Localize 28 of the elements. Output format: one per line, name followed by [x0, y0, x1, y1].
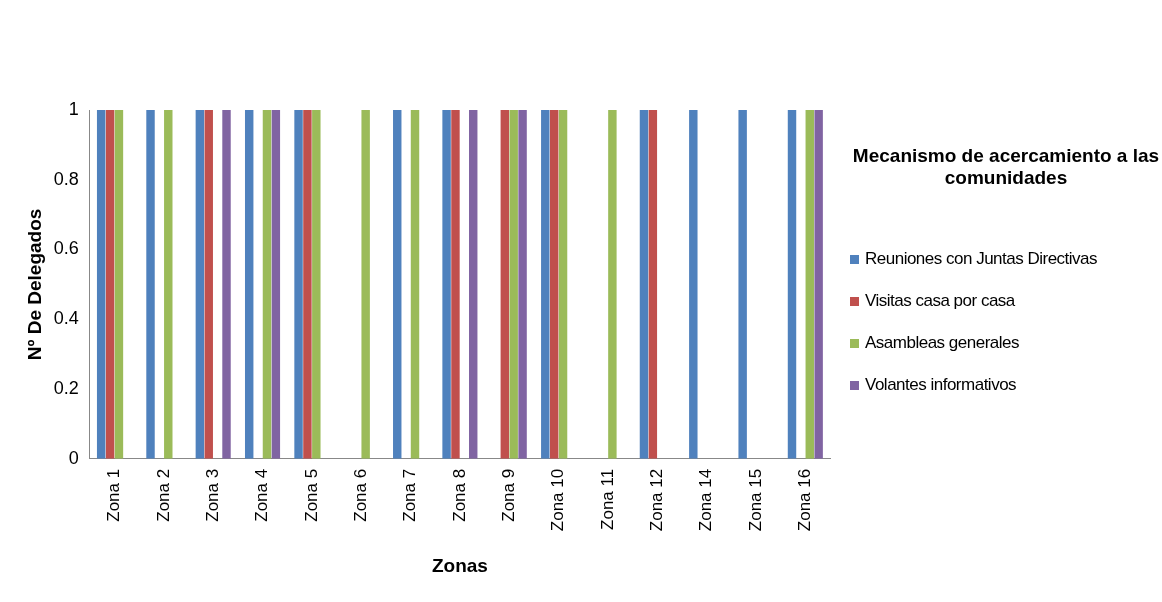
y-tick-label: 0.2: [53, 378, 79, 399]
x-tick-label: Zona 14: [696, 468, 716, 532]
x-tick-label: Zona 9: [498, 468, 518, 522]
x-tick-label: Zona 3: [202, 468, 222, 522]
legend-label: Asambleas generales: [865, 333, 1019, 353]
y-tick-label: 0: [68, 447, 79, 468]
x-tick-label: Zona 11: [597, 468, 617, 530]
y-tick-label: 0.4: [53, 308, 79, 329]
x-tick-label: Zona 6: [350, 468, 370, 522]
x-tick-label: Zona 5: [301, 468, 321, 522]
x-tick-label: Zona 1: [104, 468, 124, 522]
legend-label: Reuniones con Juntas Directivas: [865, 249, 1098, 269]
x-tick-label: Zona 2: [153, 468, 173, 522]
y-axis-title: Nº De Delegados: [23, 208, 45, 361]
x-tick-label: Zona 4: [252, 468, 272, 522]
x-axis-title: Zonas: [431, 554, 488, 576]
x-tick-label: Zona 8: [449, 468, 469, 522]
x-tick-label: Zona 15: [745, 468, 765, 532]
x-tick-label: Zona 10: [548, 468, 568, 532]
legend-label: Visitas casa por casa: [865, 291, 1015, 311]
x-tick-label: Zona 12: [646, 468, 666, 532]
legend-title: Mecanismo de acercamiento a las comunidades: [851, 145, 1161, 189]
y-tick-label: 1: [68, 98, 79, 119]
legend-label: Volantes informativos: [865, 375, 1017, 395]
x-tick-label: Zona 16: [795, 468, 815, 532]
y-tick-label: 0.8: [53, 168, 79, 189]
y-tick-label: 0.6: [53, 238, 79, 259]
x-tick-label: Zona 7: [400, 468, 420, 522]
